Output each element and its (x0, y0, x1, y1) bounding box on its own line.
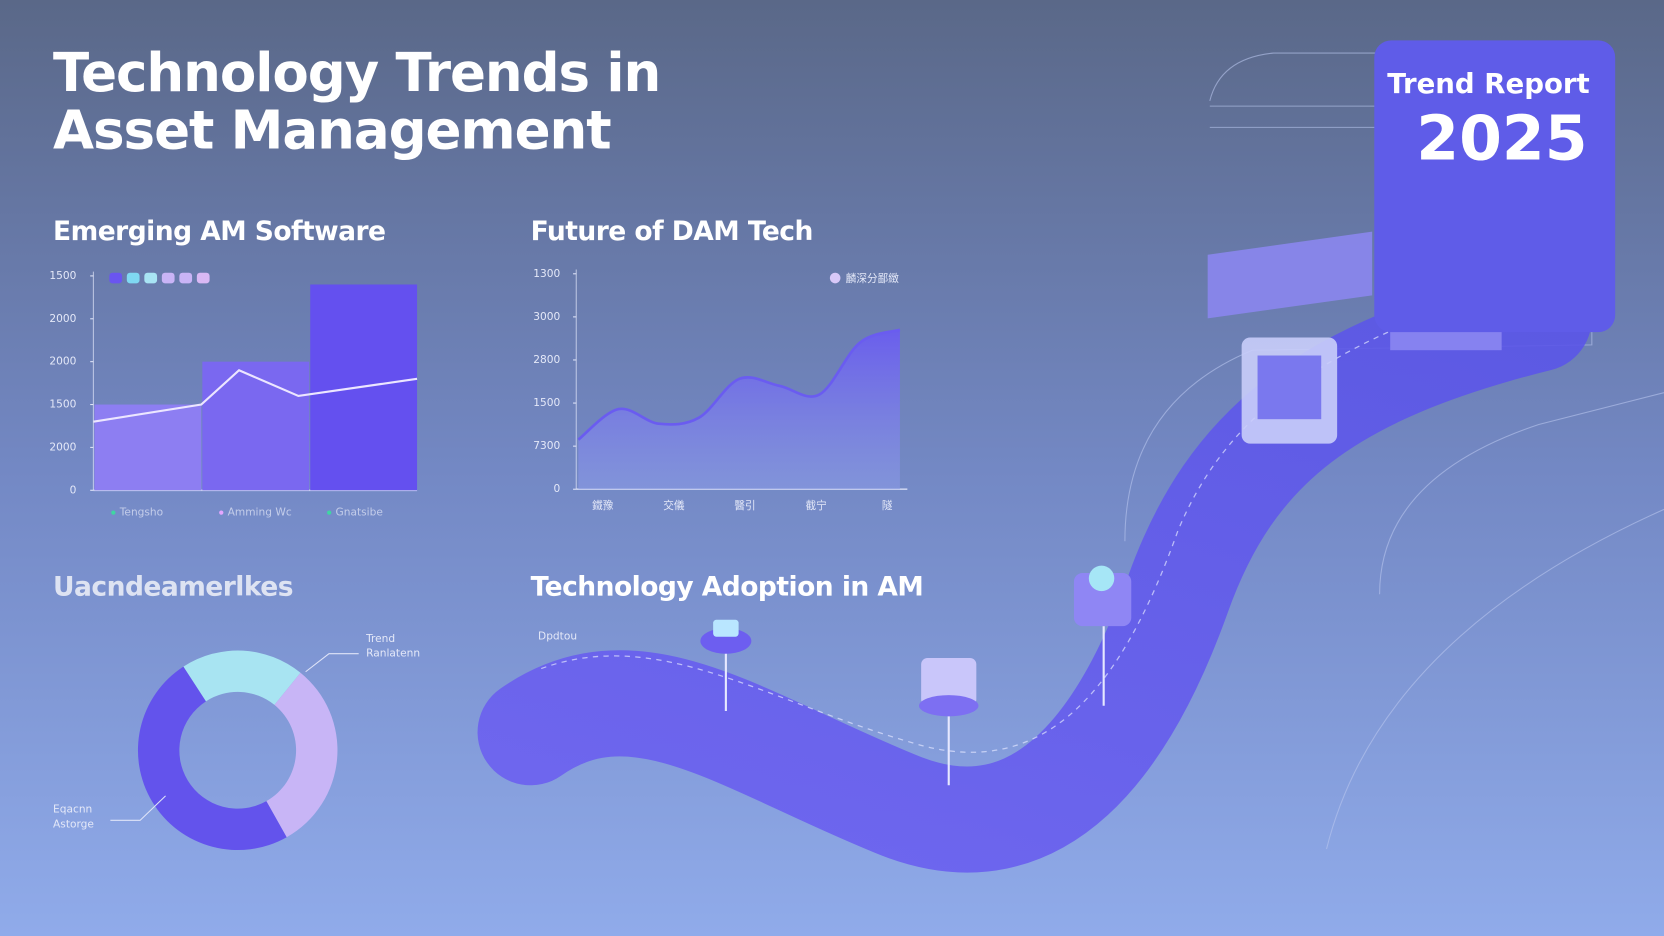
x-tick-label: Gnatsibe (336, 506, 383, 519)
legend-swatch (196, 272, 210, 284)
page-title: Asset Management (53, 99, 611, 161)
bar (202, 361, 310, 491)
annotation: Trend (365, 632, 395, 645)
donut-segment (137, 666, 287, 851)
legend-swatch (126, 272, 140, 284)
y-tick-label: 1500 (49, 398, 76, 411)
roadmap-title: Technology Adoption in AM (531, 571, 924, 602)
line (577, 328, 901, 441)
x-tick-label: 交儀 (663, 499, 685, 512)
legend-swatch (109, 272, 123, 284)
y-tick-label: 1500 (533, 396, 560, 409)
y-tick-label: 2800 (533, 353, 560, 366)
y-tick-label: 2000 (49, 355, 76, 368)
legend-swatch (161, 272, 175, 284)
bar (94, 404, 202, 491)
y-tick-label: 7300 (533, 439, 560, 452)
legend-label: 麟深分鄙緻 (846, 272, 899, 285)
legend-dot (327, 510, 332, 515)
legend-dot (829, 272, 841, 284)
y-tick-label: 3000 (533, 310, 560, 323)
line (93, 368, 418, 423)
donut-segment (183, 650, 301, 705)
x-tick-label: 鐵豫 (592, 499, 614, 512)
y-tick-label: 1500 (49, 269, 76, 282)
chart-title: Future of DAM Tech (531, 216, 813, 247)
x-tick-label: 隧 (882, 499, 893, 512)
area (578, 329, 900, 490)
x-tick-label: Tengsho (119, 506, 163, 519)
badge (1374, 40, 1616, 333)
y-tick-label: 2000 (49, 312, 76, 325)
legend-dot (219, 510, 224, 515)
chart-title: Uacndeamerlkes (53, 571, 293, 602)
donut-segment (266, 672, 338, 838)
y-tick-label: 1300 (533, 267, 560, 280)
x-tick-label: 截宁 (805, 499, 826, 512)
badge-label: Trend Report (1387, 67, 1589, 100)
chart-title: Emerging AM Software (53, 216, 385, 247)
badge-year: 2025 (1416, 102, 1587, 174)
annotation: Eqacnn (53, 803, 92, 816)
x-tick-label: Amming Wc (228, 506, 292, 519)
y-tick-label: 0 (70, 483, 77, 496)
legend-swatch (144, 272, 158, 284)
x-tick-label: 醫引 (734, 499, 755, 512)
y-tick-label: 0 (554, 482, 561, 495)
leader-line (305, 653, 359, 673)
roadmap-label: Dpdtou (538, 630, 577, 643)
page-title: Technology Trends in (53, 42, 660, 104)
legend-swatch (179, 272, 193, 284)
y-tick-label: 2000 (49, 440, 76, 453)
annotation: Astorge (53, 818, 94, 831)
leader-line (110, 795, 166, 821)
legend-dot (111, 510, 116, 515)
annotation: Ranlatenn (366, 647, 420, 660)
